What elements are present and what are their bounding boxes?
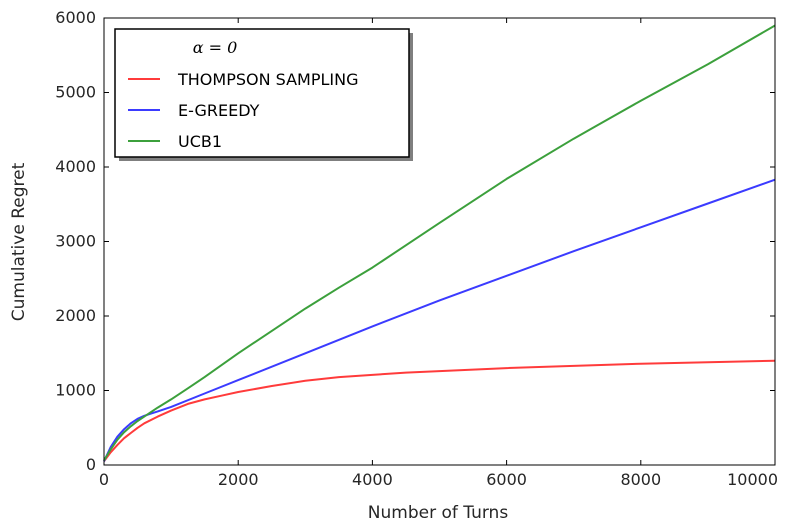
legend-label-0: THOMPSON SAMPLING [177,70,359,89]
y-tick-label: 3000 [55,232,96,251]
legend-label-2: UCB1 [178,132,222,151]
x-tick-label: 6000 [486,470,527,489]
x-tick-label: 2000 [218,470,259,489]
legend-frame [114,28,410,158]
x-axis-label: Number of Turns [368,503,509,523]
series-layer [103,24,776,462]
y-tick-label: 2000 [55,306,96,325]
y-tick-label: 1000 [55,381,96,400]
legend-title: α = 0 [193,38,238,57]
y-tick-label: 0 [86,455,96,474]
x-tick-label: 10000 [727,470,778,489]
legend-label-1: E-GREEDY [178,101,260,120]
x-tick-label: 8000 [620,470,661,489]
series-line-1 [103,178,776,462]
legend: α = 0 THOMPSON SAMPLING E-GREEDY UCB1 [114,28,413,161]
y-tick-label: 4000 [55,157,96,176]
ticks-layer: 0 2000 4000 6000 8000 10000 0 1000 2000 3000 4000 5… [55,8,778,489]
series-line-0 [103,359,776,462]
series-line-2 [103,24,776,462]
y-tick-label: 5000 [55,83,96,102]
legend-entries: THOMPSON SAMPLING E-GREEDY UCB1 [128,70,359,151]
x-tick-label: 4000 [352,470,393,489]
y-tick-label: 6000 [55,8,96,27]
x-tick-label: 0 [99,470,109,489]
y-axis-label: Cumulative Regret [9,162,29,321]
